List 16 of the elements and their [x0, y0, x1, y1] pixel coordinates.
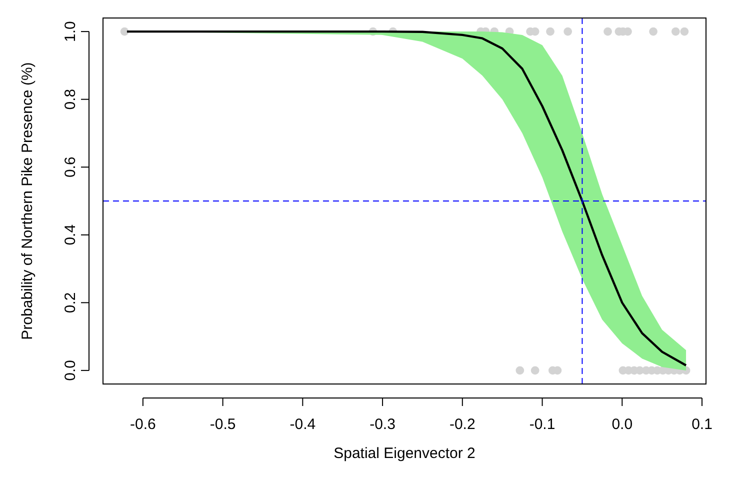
y-tick-label: 1.0 [62, 21, 79, 42]
y-tick-label: 0.6 [62, 156, 79, 178]
y-tick-label: 0.8 [62, 88, 79, 110]
y-axis-title: Probability of Northern Pike Presence (%) [19, 62, 36, 340]
x-tick-label: 0.0 [612, 416, 633, 433]
x-tick-label: -0.1 [529, 416, 556, 433]
x-tick-label: -0.4 [290, 416, 316, 433]
x-axis-title: Spatial Eigenvector 2 [334, 445, 476, 462]
x-tick-label: -0.6 [130, 416, 156, 433]
y-tick-label: 0.4 [62, 224, 79, 246]
y-tick-label: 0.0 [62, 360, 79, 381]
x-tick-label: -0.2 [449, 416, 476, 433]
x-tick-label: -0.3 [370, 416, 396, 433]
y-tick-label: 0.2 [62, 292, 79, 314]
x-tick-label: -0.5 [210, 416, 236, 433]
x-tick-label: 0.1 [692, 416, 712, 433]
